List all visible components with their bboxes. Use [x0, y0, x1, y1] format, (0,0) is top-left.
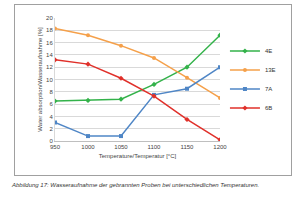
svg-text:1150: 1150 [181, 144, 195, 150]
svg-text:18: 18 [46, 27, 53, 33]
svg-text:4: 4 [49, 114, 53, 120]
svg-text:13E: 13E [265, 67, 276, 73]
svg-text:8: 8 [49, 89, 53, 95]
svg-text:12: 12 [46, 64, 53, 70]
svg-text:1000: 1000 [81, 144, 95, 150]
svg-text:1050: 1050 [114, 144, 128, 150]
svg-text:Water absorption/Wasseraufnahm: Water absorption/Wasseraufnahme [%] [37, 27, 43, 132]
svg-text:Temperature/Temperatur [°C]: Temperature/Temperatur [°C] [99, 153, 177, 159]
svg-text:20: 20 [46, 15, 53, 21]
svg-text:6: 6 [49, 101, 53, 107]
svg-text:2: 2 [49, 126, 53, 132]
svg-text:4E: 4E [265, 48, 272, 54]
svg-text:16: 16 [46, 40, 53, 46]
svg-text:7A: 7A [265, 86, 272, 92]
svg-text:6B: 6B [265, 105, 272, 111]
svg-text:14: 14 [46, 52, 53, 58]
svg-text:1100: 1100 [148, 144, 162, 150]
svg-text:0: 0 [49, 138, 53, 144]
svg-text:950: 950 [50, 144, 61, 150]
svg-text:10: 10 [46, 77, 53, 83]
html-text:Abbildung 17: Wasseraufnahme d: Abbildung 17: Wasseraufnahme der gebrann… [12, 182, 260, 188]
svg-text:1200: 1200 [213, 144, 227, 150]
